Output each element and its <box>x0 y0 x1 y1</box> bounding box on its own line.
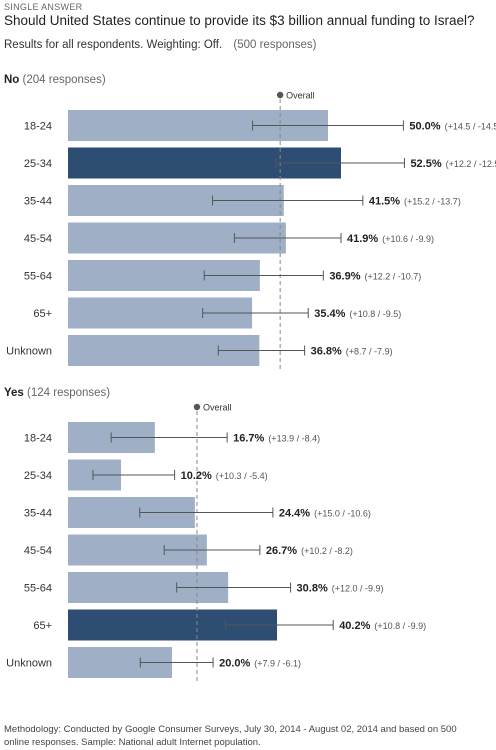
error-label-yes-5: (+10.8 / -9.9) <box>374 621 426 631</box>
category-label-no-1: 25-34 <box>24 158 52 170</box>
category-label-yes-6: Unknown <box>6 658 52 670</box>
category-label-yes-1: 25-34 <box>24 470 52 482</box>
category-label-no-5: 65+ <box>33 308 52 320</box>
results-meta: Results for all respondents. Weighting: … <box>4 39 317 51</box>
error-label-no-3: (+10.6 / -9.9) <box>382 234 434 244</box>
error-label-yes-4: (+12.0 / -9.9) <box>332 584 384 594</box>
value-label-yes-1: 10.2% <box>181 470 212 482</box>
error-label-yes-6: (+7.9 / -6.1) <box>254 659 301 669</box>
category-label-yes-2: 35-44 <box>24 508 52 520</box>
category-label-no-4: 55-64 <box>24 271 52 283</box>
error-label-no-0: (+14.5 / -14.5) <box>445 122 496 132</box>
value-label-no-3: 41.9% <box>347 233 378 245</box>
section-name-yes: Yes <box>4 387 24 399</box>
category-label-yes-3: 45-54 <box>24 545 52 557</box>
category-label-yes-5: 65+ <box>33 620 52 632</box>
category-label-yes-4: 55-64 <box>24 583 52 595</box>
error-label-yes-1: (+10.3 / -5.4) <box>216 471 268 481</box>
value-label-no-6: 36.8% <box>311 346 342 358</box>
category-label-yes-0: 18-24 <box>24 433 52 445</box>
section-name-no: No <box>4 74 20 86</box>
value-label-yes-4: 30.8% <box>297 583 328 595</box>
error-label-no-4: (+12.2 / -10.7) <box>365 272 422 282</box>
error-label-no-5: (+10.8 / -9.5) <box>349 309 401 319</box>
error-label-no-6: (+8.7 / -7.9) <box>346 347 393 357</box>
section-title-yes: Yes (124 responses) <box>4 387 110 399</box>
error-label-no-1: (+12.2 / -12.5) <box>446 159 496 169</box>
value-label-yes-6: 20.0% <box>219 658 250 670</box>
value-label-yes-0: 16.7% <box>233 433 264 445</box>
value-label-no-2: 41.5% <box>369 196 400 208</box>
survey-question: Should United States continue to provide… <box>4 13 475 28</box>
section-title-no: No (204 responses) <box>4 74 106 86</box>
responses-count: (500 responses) <box>233 39 317 51</box>
error-label-no-2: (+15.2 / -13.7) <box>404 197 461 207</box>
error-label-yes-0: (+13.9 / -8.4) <box>268 434 320 444</box>
section-count-no: (204 responses) <box>22 74 106 86</box>
value-label-yes-2: 24.4% <box>279 508 310 520</box>
value-label-no-5: 35.4% <box>314 308 345 320</box>
overall-label-no: Overall <box>286 91 315 101</box>
value-label-yes-3: 26.7% <box>266 545 297 557</box>
overall-marker-yes <box>193 403 201 411</box>
error-label-yes-2: (+15.0 / -10.6) <box>314 509 371 519</box>
error-label-yes-3: (+10.2 / -8.2) <box>301 546 353 556</box>
overall-label-yes: Overall <box>203 403 232 413</box>
category-label-no-0: 18-24 <box>24 121 52 133</box>
value-label-no-0: 50.0% <box>409 121 440 133</box>
results-label: Results for all respondents. Weighting: … <box>4 39 223 51</box>
category-label-no-3: 45-54 <box>24 233 52 245</box>
value-label-yes-5: 40.2% <box>339 620 370 632</box>
overall-marker-no <box>276 91 284 99</box>
section-count-yes: (124 responses) <box>27 387 111 399</box>
value-label-no-1: 52.5% <box>410 158 441 170</box>
value-label-no-4: 36.9% <box>329 271 360 283</box>
category-label-no-2: 35-44 <box>24 196 52 208</box>
survey-kicker: SINGLE ANSWER <box>4 2 83 12</box>
category-label-no-6: Unknown <box>6 346 52 358</box>
methodology-note: Methodology: Conducted by Google Consume… <box>4 724 457 748</box>
